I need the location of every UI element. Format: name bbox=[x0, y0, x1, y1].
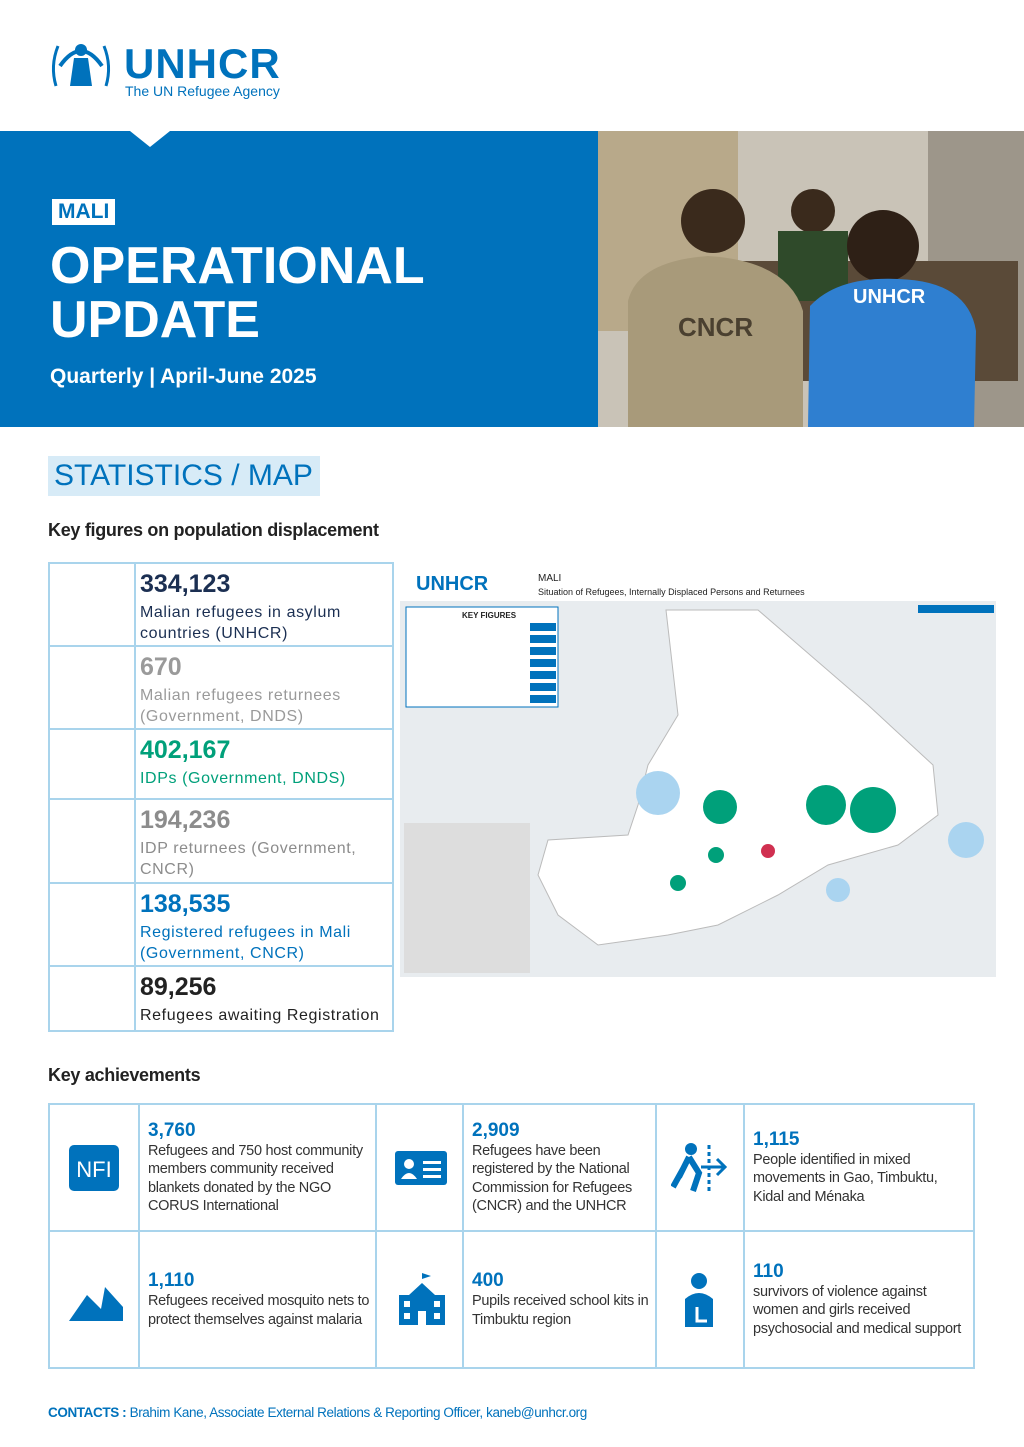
achievement-text: Refugees received mosquito nets to prote… bbox=[148, 1293, 370, 1328]
key-figure-row: 89,256 Refugees awaiting Registration bbox=[48, 965, 394, 1032]
text-cell: 400 Pupils received school kits in Timbuk… bbox=[462, 1230, 657, 1369]
row-side bbox=[50, 800, 136, 882]
row-side bbox=[50, 967, 136, 1030]
title-line2: UPDATE bbox=[50, 291, 260, 349]
achievements-heading: Key achievements bbox=[48, 1065, 201, 1085]
subtitle: Quarterly | April-June 2025 bbox=[50, 365, 317, 388]
icon-cell bbox=[48, 1230, 140, 1369]
achievement-value: 1,110 bbox=[148, 1270, 195, 1291]
figure-label: Malian refugees returnees (Government, D… bbox=[140, 687, 341, 725]
logo-name: UNHCR bbox=[124, 40, 281, 87]
achievement-text: Refugees and 750 host community members … bbox=[148, 1142, 363, 1215]
figure-label: IDPs (Government, DNDS) bbox=[140, 770, 346, 787]
text-cell: 110 survivors of violence against women a… bbox=[743, 1230, 975, 1369]
key-figures-heading: Key figures on population displacement bbox=[48, 520, 379, 540]
map-country: MALI bbox=[538, 573, 561, 584]
icon-cell bbox=[375, 1230, 464, 1369]
achievement-value: 400 bbox=[472, 1270, 504, 1291]
photo: CNCR UNHCR bbox=[598, 131, 1024, 427]
achievement-text: survivors of violence against women and … bbox=[753, 1283, 962, 1337]
key-figure-row: 402,167 IDPs (Government, DNDS) bbox=[48, 728, 394, 800]
vest-label: UNHCR bbox=[853, 286, 926, 308]
banner: MALI OPERATIONAL UPDATE Quarterly | Apri… bbox=[0, 131, 598, 427]
achievement-text: Refugees have been registered by the Nat… bbox=[472, 1142, 632, 1215]
achievement-icon: NFI bbox=[69, 1144, 119, 1191]
title-line1: OPERATIONAL bbox=[50, 237, 425, 295]
logo-emblem bbox=[51, 44, 111, 87]
achievement-icon bbox=[394, 1150, 447, 1185]
contacts: CONTACTS : Brahim Kane, Associate Extern… bbox=[48, 1405, 587, 1420]
key-figure-row: 138,535 Registered refugees in Mali (Gove… bbox=[48, 882, 394, 967]
section-heading: STATISTICS / MAP bbox=[54, 459, 313, 492]
contacts-text: Brahim Kane, Associate External Relation… bbox=[129, 1405, 588, 1420]
achievement-icon bbox=[398, 1272, 445, 1325]
key-figure-row: 194,236 IDP returnees (Government, CNCR) bbox=[48, 798, 394, 884]
achievement-value: 1,115 bbox=[753, 1128, 800, 1150]
section-heading-bg bbox=[48, 456, 320, 496]
icon-cell bbox=[375, 1103, 464, 1232]
achievement-icon bbox=[69, 1286, 123, 1321]
text-cell: 2,909 Refugees have been registered by th… bbox=[462, 1103, 657, 1232]
icon-cell bbox=[655, 1103, 745, 1232]
figure-label: Registered refugees in Mali (Government,… bbox=[140, 924, 351, 962]
figure-value: 402,167 bbox=[140, 736, 231, 764]
figure-value: 670 bbox=[140, 653, 182, 681]
figure-value: 89,256 bbox=[140, 973, 217, 1001]
map-subtitle: Situation of Refugees, Internally Displa… bbox=[538, 587, 805, 597]
contacts-label: CONTACTS : bbox=[48, 1405, 127, 1420]
text-cell: 1,110 Refugees received mosquito nets to … bbox=[138, 1230, 377, 1369]
country-tag: MALI bbox=[52, 199, 116, 225]
row-side bbox=[50, 730, 136, 798]
key-figure-row: 670 Malian refugees returnees (Government… bbox=[48, 645, 394, 730]
achievement-value: 2,909 bbox=[472, 1119, 520, 1141]
row-side bbox=[50, 884, 136, 965]
map: UNHCR MALI Situation of Refugees, Intern… bbox=[398, 565, 998, 1005]
icon-cell bbox=[655, 1230, 745, 1369]
key-figure-row: 334,123 Malian refugees in asylum countri… bbox=[48, 562, 394, 647]
achievement-text: Pupils received school kits in Timbuktu … bbox=[472, 1293, 649, 1328]
text-cell: 1,115 People identified in mixed movement… bbox=[743, 1103, 975, 1232]
icon-text: NFI bbox=[76, 1157, 111, 1182]
figure-label: IDP returnees (Government, CNCR) bbox=[140, 840, 357, 878]
achievement-icon bbox=[671, 1142, 728, 1192]
banner-notch bbox=[130, 131, 170, 147]
row-side bbox=[50, 564, 136, 645]
achievement-text: People identified in mixed movements in … bbox=[753, 1151, 938, 1205]
figure-label: Refugees awaiting Registration bbox=[140, 1007, 380, 1024]
achievement-icon bbox=[685, 1272, 713, 1327]
row-side bbox=[50, 647, 136, 728]
figure-value: 334,123 bbox=[140, 570, 231, 598]
text-cell: 3,760 Refugees and 750 host community mem… bbox=[138, 1103, 377, 1232]
vest-label: CNCR bbox=[678, 312, 753, 342]
figure-value: 138,535 bbox=[140, 890, 231, 918]
figure-label: Malian refugees in asylum countries (UNH… bbox=[140, 604, 341, 642]
achievement-value: 110 bbox=[753, 1260, 784, 1282]
icon-cell: NFI bbox=[48, 1103, 140, 1232]
map-panel-heading: KEY FIGURES bbox=[462, 611, 517, 620]
achievement-value: 3,760 bbox=[148, 1119, 196, 1141]
map-org: UNHCR bbox=[416, 573, 489, 595]
figure-value: 194,236 bbox=[140, 806, 231, 834]
logo-tagline: The UN Refugee Agency bbox=[125, 83, 280, 99]
